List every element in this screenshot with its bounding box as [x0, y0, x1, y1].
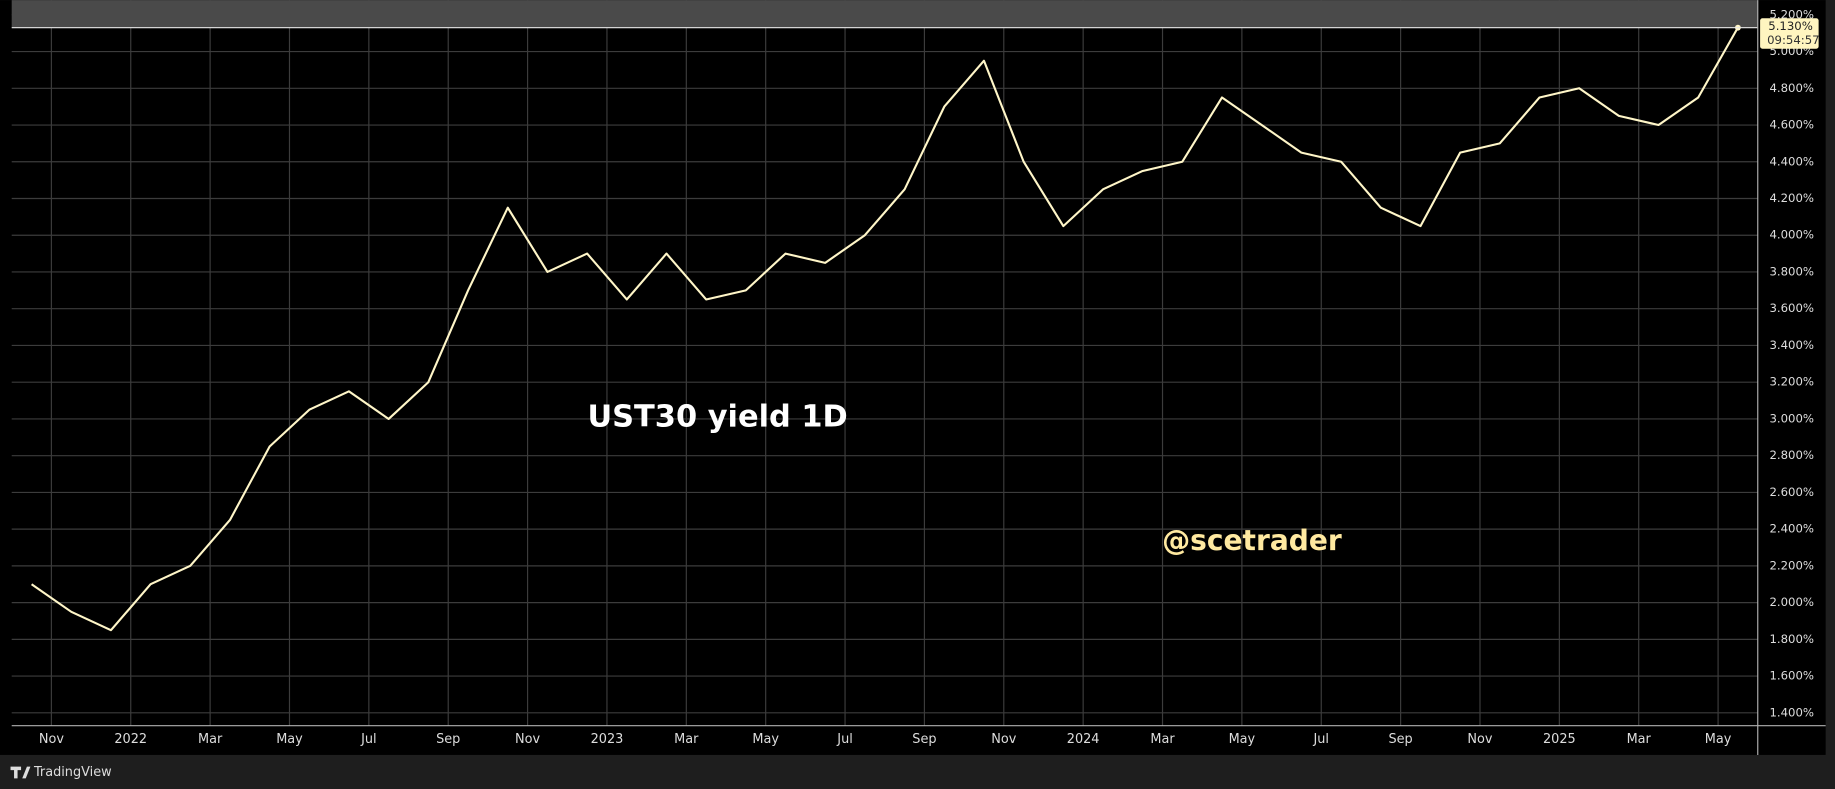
brand-logo — [10, 766, 31, 779]
y-tick-label: 2.600% — [1769, 485, 1814, 499]
chart-title: UST30 yield 1D — [587, 399, 847, 434]
x-tick-label: Mar — [674, 732, 699, 747]
x-tick-label: May — [752, 732, 779, 747]
y-tick-label: 3.200% — [1769, 375, 1814, 389]
chart-pane — [0, 0, 1826, 755]
y-tick-label: 3.800% — [1769, 264, 1814, 278]
x-tick-label: Mar — [198, 732, 223, 747]
y-tick-label: 3.600% — [1769, 301, 1814, 315]
countdown-label: 09:54:57 — [1767, 33, 1820, 47]
x-tick-label: Nov — [1467, 732, 1492, 747]
x-tick-label: May — [1229, 732, 1256, 747]
x-tick-label: Sep — [912, 732, 936, 747]
x-tick-label: Sep — [1388, 732, 1412, 747]
price-zone-shade — [11, 0, 1758, 28]
y-tick-label: 4.600% — [1769, 118, 1814, 132]
price-label-box — [1760, 18, 1819, 49]
y-tick-label: 1.800% — [1769, 632, 1814, 646]
y-tick-label: 4.800% — [1769, 81, 1814, 95]
x-tick-label: May — [276, 732, 303, 747]
y-tick-label: 2.000% — [1769, 595, 1814, 609]
x-tick-label: Nov — [39, 732, 64, 747]
x-tick-label: Jul — [360, 732, 377, 747]
yield-line — [30, 27, 1739, 632]
y-tick-label: 2.400% — [1769, 522, 1814, 536]
x-tick-label: Jul — [1312, 732, 1329, 747]
price-label: 5.130% — [1768, 19, 1813, 33]
y-tick-label: 5.200% — [1769, 7, 1814, 21]
y-tick-label: 2.800% — [1769, 448, 1814, 462]
x-tick-label: 2023 — [591, 732, 624, 747]
x-tick-label: Mar — [1627, 732, 1652, 747]
x-tick-label: May — [1705, 732, 1732, 747]
y-tick-label: 4.000% — [1769, 228, 1814, 242]
x-tick-label: Jul — [836, 732, 853, 747]
y-tick-label: 3.000% — [1769, 411, 1814, 425]
x-tick-label: Mar — [1150, 732, 1175, 747]
y-tick-label: 4.400% — [1769, 154, 1814, 168]
x-tick-label: 2024 — [1067, 732, 1100, 747]
y-tick-label: 2.200% — [1769, 558, 1814, 572]
y-tick-label: 1.400% — [1769, 705, 1814, 719]
x-tick-label: 2025 — [1543, 732, 1576, 747]
x-tick-label: 2022 — [114, 732, 147, 747]
x-tick-label: Nov — [991, 732, 1016, 747]
y-tick-label: 4.200% — [1769, 191, 1814, 205]
x-tick-label: Sep — [436, 732, 460, 747]
x-tick-label: Nov — [515, 732, 540, 747]
y-tick-label: 3.400% — [1769, 338, 1814, 352]
brand: TradingView — [33, 765, 112, 780]
y-tick-label: 1.600% — [1769, 669, 1814, 683]
watermark: @scetrader — [1162, 524, 1342, 557]
